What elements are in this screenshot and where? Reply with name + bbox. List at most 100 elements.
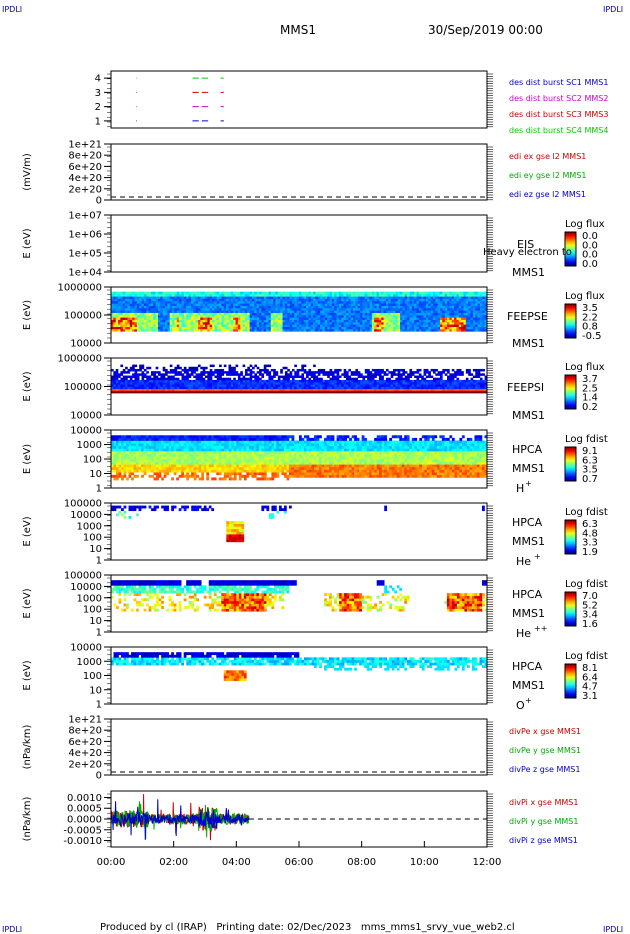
hpca_h-cell <box>158 461 162 465</box>
feepse-cell <box>320 301 323 304</box>
feepse-cell <box>155 305 159 309</box>
feepsi-cell <box>383 388 387 392</box>
feepse-cell <box>284 301 288 304</box>
feepsi-cell <box>294 388 297 392</box>
feepsi-cell <box>209 377 213 381</box>
feepsi-cell <box>442 384 445 387</box>
feepsi-cell <box>134 390 138 394</box>
feepse-cell <box>390 322 394 325</box>
feepsi-cell <box>435 373 438 376</box>
feepsi-cell <box>134 375 138 379</box>
feepse-cell <box>449 326 453 330</box>
hpca_h-cell <box>158 445 162 449</box>
feepse-cell <box>329 312 333 316</box>
feepse-cell <box>195 310 199 313</box>
edi-ytick-label: 2e+20 <box>68 184 102 195</box>
feepsi-cell <box>280 384 283 387</box>
feepse-cell <box>153 291 156 295</box>
feepse-cell <box>367 319 370 323</box>
feepse-cell <box>468 317 471 320</box>
feepse-cell <box>125 296 128 299</box>
feepse-cell <box>263 301 267 304</box>
feepse-cell <box>244 319 248 323</box>
feepse-cell <box>190 301 194 304</box>
hpca_h-cell <box>121 477 124 481</box>
feepse-cell <box>125 317 128 320</box>
feepse-cell <box>214 301 218 304</box>
feepse-cell <box>197 305 201 309</box>
feepsi-cell <box>202 371 206 374</box>
feepsi-cell <box>219 373 222 376</box>
feepse-cell <box>411 317 415 320</box>
feepse-cell <box>301 291 304 295</box>
feepse-cell <box>162 301 166 304</box>
feepse-cell <box>475 308 478 311</box>
feepsi-cell <box>284 382 288 385</box>
feepsi-cell <box>176 384 180 387</box>
hpca_h-cell <box>113 456 117 460</box>
feepse-cell <box>479 303 483 306</box>
feepse-cell <box>228 298 232 302</box>
feepsi-cell <box>230 368 234 372</box>
feepsi-cell <box>214 390 218 394</box>
feepse-cell <box>256 317 260 320</box>
feepse-cell <box>357 326 361 330</box>
feepse-cell <box>209 326 213 330</box>
feepse-cell <box>249 294 253 297</box>
feepse-cell <box>428 303 431 306</box>
feepse-cell <box>360 326 363 330</box>
hpca_h-cell <box>166 466 169 470</box>
feepsi-cell <box>381 377 384 381</box>
feepse-cell <box>169 296 173 299</box>
feepsi-cell <box>226 390 229 394</box>
feepse-cell <box>334 298 337 302</box>
feepsi-cell <box>158 384 161 387</box>
hpca_h-cell <box>151 445 154 449</box>
hpca_h-cell <box>161 435 164 439</box>
feepse-cell <box>120 303 124 306</box>
feepse-cell <box>181 301 185 304</box>
feepse-cell <box>371 329 375 332</box>
feepsi-cell <box>437 379 441 383</box>
feepsi-cell <box>181 375 185 379</box>
feepsi-cell <box>287 375 290 379</box>
feepse-cell <box>357 296 361 299</box>
feepse-cell <box>465 324 469 327</box>
feepse-cell <box>277 303 281 306</box>
feepse-cell <box>129 322 133 325</box>
hpca_h-cell <box>153 469 157 473</box>
hpca_h-cell <box>116 461 119 465</box>
feepse-ytick-label: 1000000 <box>57 283 102 294</box>
hpca_h-cell <box>158 464 162 468</box>
feepse-cell <box>322 324 326 327</box>
feepsi-cell <box>162 375 166 379</box>
feepsi-cell <box>299 384 302 387</box>
feepse-cell <box>242 291 246 295</box>
hpca_h-cell <box>136 451 139 455</box>
feepse-cell <box>125 329 128 332</box>
feepse-cell <box>421 315 424 318</box>
feepse-cell <box>205 317 208 320</box>
feepsi-cell <box>205 386 208 389</box>
feepse-cell <box>324 319 328 323</box>
feepse-cell <box>148 305 152 309</box>
feepse-cell <box>277 294 281 297</box>
feepsi-cell <box>202 382 206 385</box>
feepse-cell <box>440 296 443 299</box>
feepse-cell <box>463 301 467 304</box>
hpca_h-cell <box>151 474 154 478</box>
hpca_h-cell <box>126 459 129 462</box>
feepse-cell <box>451 319 455 323</box>
feepsi-cell <box>341 379 344 383</box>
feepsi-cell <box>388 382 391 385</box>
feepse-cell <box>179 326 182 330</box>
feepse-cell <box>294 296 297 299</box>
feepse-cell <box>346 308 349 311</box>
feepsi-cell <box>129 377 133 381</box>
feepse-cell <box>329 310 333 313</box>
feepse-cell <box>444 301 448 304</box>
feepse-cell <box>263 322 267 325</box>
feepse-cell <box>155 317 159 320</box>
feepse-cell <box>139 326 142 330</box>
hpca_h-cell <box>183 448 187 452</box>
